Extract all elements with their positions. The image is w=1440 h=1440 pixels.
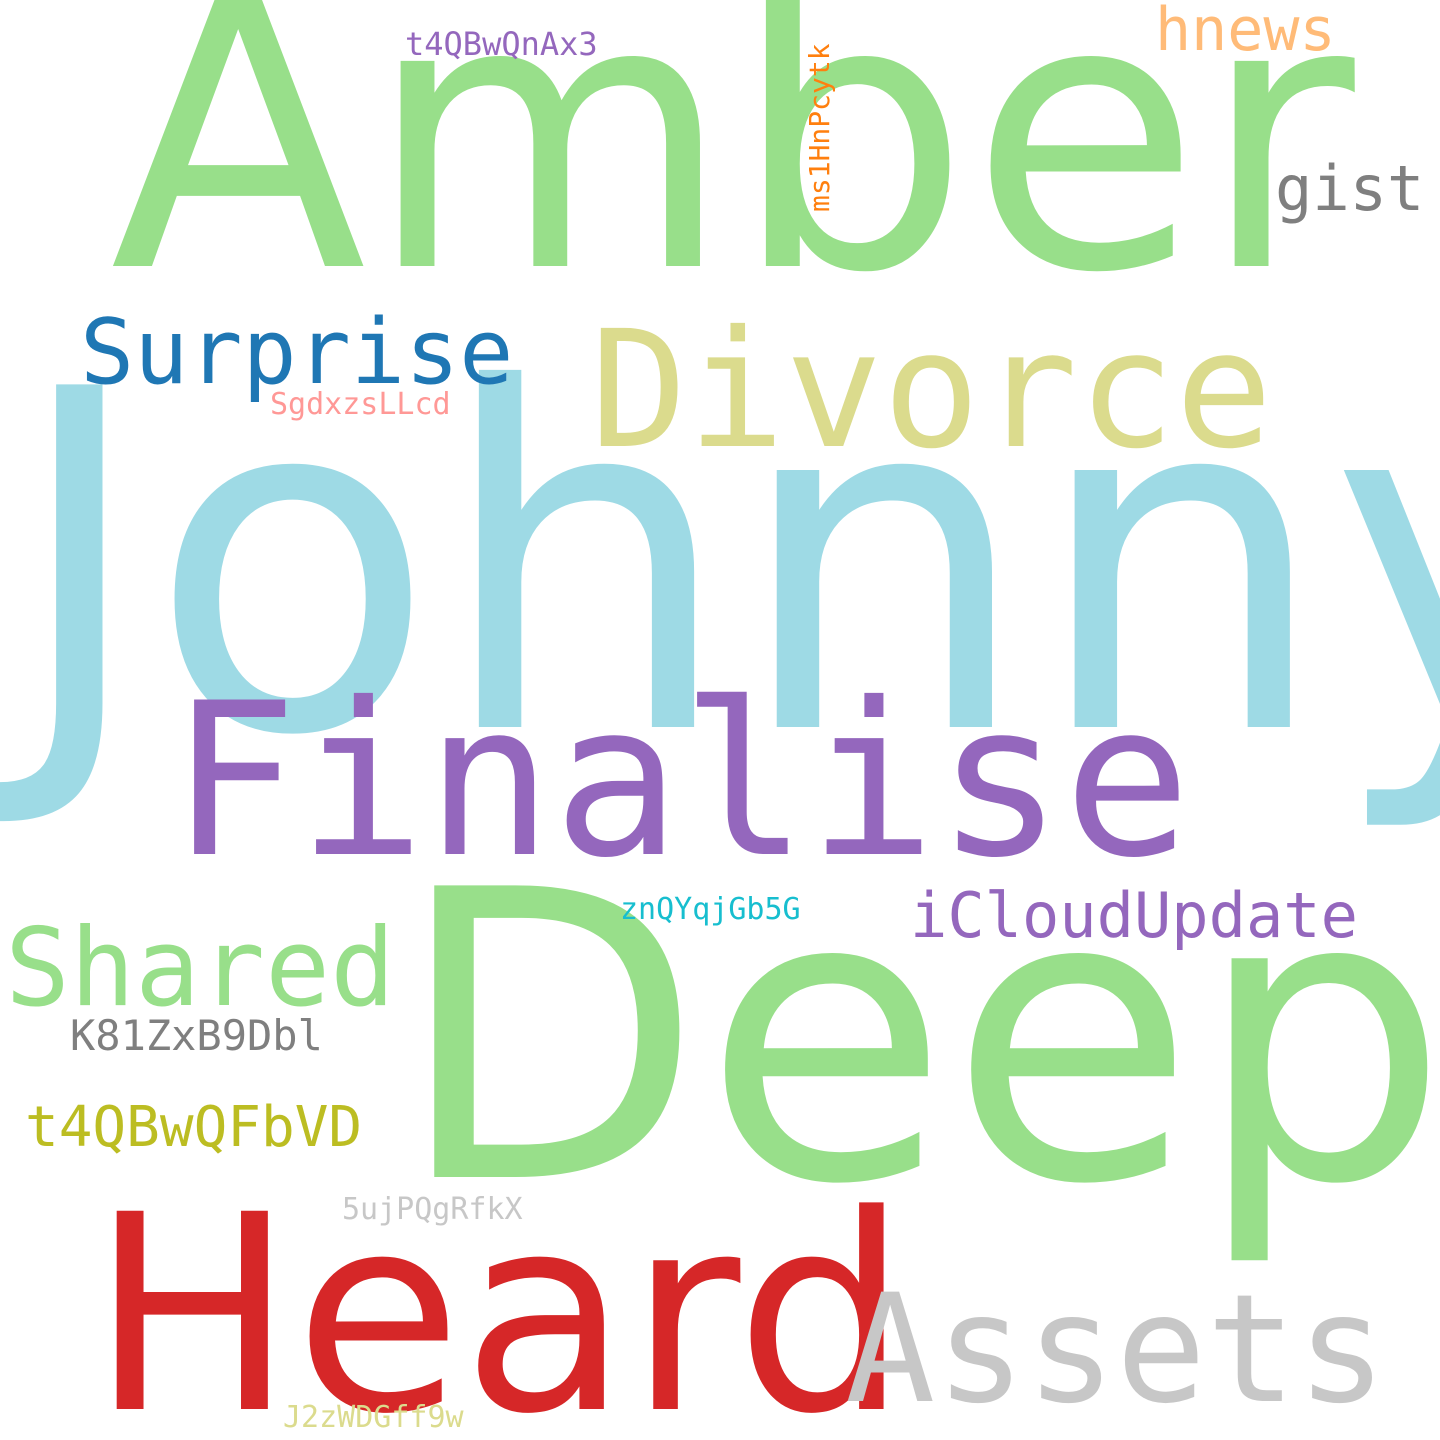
word-znqyqjgb5g: znQYqjGb5G (620, 892, 801, 927)
word-k81zxb9dbl: K81ZxB9Dbl (70, 1011, 323, 1060)
word-johnny: Johnny (10, 291, 1440, 838)
word-t4qbwqnax3: t4QBwQnAx3 (405, 25, 598, 63)
word-divorce: Divorce (590, 297, 1273, 485)
word-gist: gist (1275, 152, 1425, 225)
word-icloudupdate: iCloudUpdate (910, 879, 1358, 952)
word-5ujpqgrfkx: 5ujPQgRfkX (342, 1192, 523, 1227)
word-heard: Heard (90, 1158, 909, 1440)
word-t4qbwqfbvd: t4QBwQFbVD (25, 1095, 363, 1160)
word-surprise: Surprise (80, 300, 514, 405)
word-shared: Shared (5, 906, 396, 1031)
word-assets: Assets (845, 1263, 1387, 1437)
word-amber: Amber (110, 0, 1355, 355)
word-j2zwdgff9w: J2zWDGff9w (283, 1400, 464, 1435)
word-hnews: hnews (1155, 0, 1336, 65)
word-ms1hnpcytk: ms1HnPcytk (803, 43, 836, 212)
word-deep: Deep (395, 807, 1440, 1272)
word-finalise: Finalise (170, 657, 1192, 904)
word-sgdxzsllcd: SgdxzsLLcd (270, 387, 451, 422)
